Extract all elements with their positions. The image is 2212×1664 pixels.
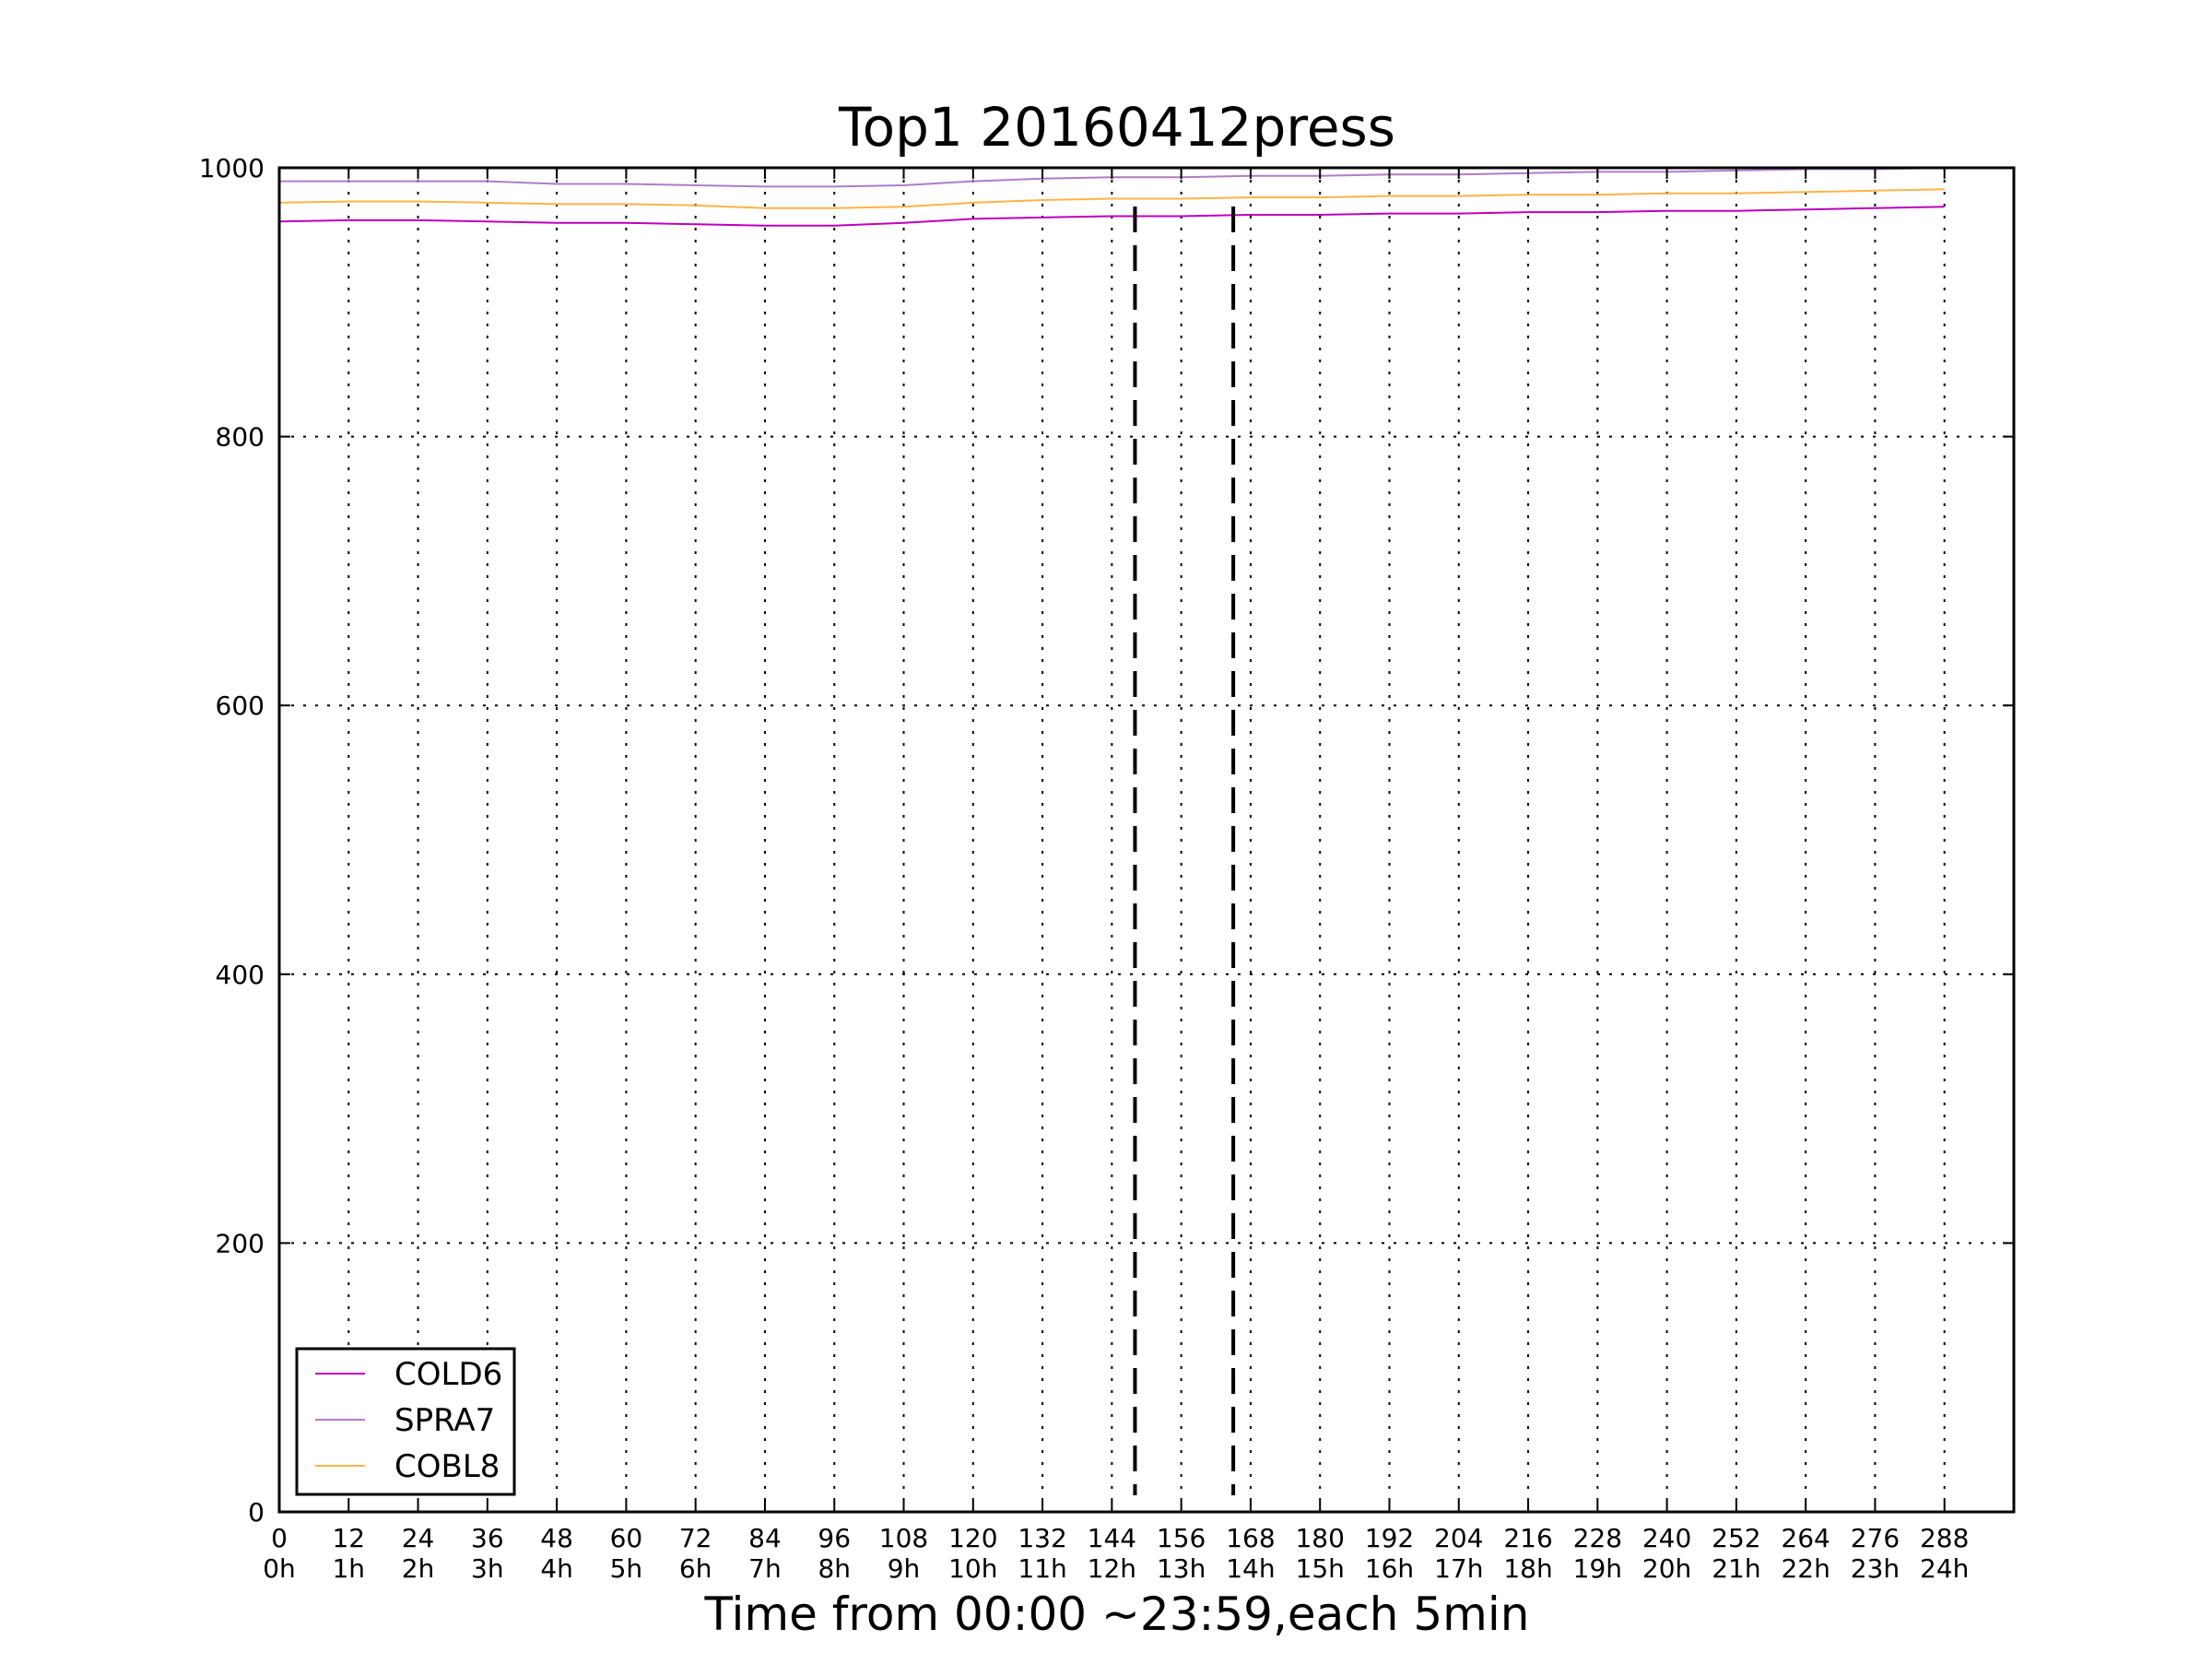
x-tick-label: 192 (1365, 1523, 1414, 1553)
y-tick-label: 1000 (199, 153, 265, 183)
x-tick-label: 132 (1018, 1523, 1066, 1553)
x-axis-label: Time from 00:00 ~23:59,each 5min (704, 1587, 1530, 1641)
x-tick-label-hour: 24h (1920, 1553, 1969, 1584)
x-tick-label-hour: 20h (1642, 1553, 1691, 1584)
x-tick-label: 36 (471, 1523, 504, 1553)
x-tick-label-hour: 5h (610, 1553, 643, 1584)
x-tick-label: 216 (1503, 1523, 1552, 1553)
x-tick-label-hour: 23h (1851, 1553, 1900, 1584)
x-tick-label-hour: 22h (1781, 1553, 1830, 1584)
x-tick-label: 264 (1781, 1523, 1830, 1553)
x-tick-label: 108 (879, 1523, 928, 1553)
x-tick-label: 204 (1434, 1523, 1483, 1553)
x-tick-label: 276 (1851, 1523, 1900, 1553)
x-tick-label: 252 (1712, 1523, 1760, 1553)
x-tick-label: 96 (818, 1523, 851, 1553)
x-tick-label-hour: 8h (818, 1553, 851, 1584)
x-tick-label-hour: 4h (540, 1553, 573, 1584)
plot-frame (277, 166, 2016, 1514)
x-tick-label-hour: 12h (1088, 1553, 1136, 1584)
x-tick-label-hour: 0h (263, 1553, 296, 1584)
axis-ticks: 00h121h242h363h484h605h726h847h968h1089h… (199, 153, 2014, 1584)
x-tick-label-hour: 19h (1573, 1553, 1622, 1584)
x-tick-label-hour: 6h (679, 1553, 712, 1584)
y-tick-label: 200 (216, 1228, 265, 1258)
series-line-cobl8 (278, 188, 1945, 209)
x-tick-label-hour: 11h (1018, 1553, 1066, 1584)
x-tick-label: 168 (1226, 1523, 1275, 1553)
x-tick-label-hour: 3h (471, 1553, 504, 1584)
x-tick-label: 0 (271, 1523, 288, 1553)
x-tick-label-hour: 14h (1226, 1553, 1275, 1584)
x-tick-label-hour: 2h (402, 1553, 435, 1584)
x-tick-label: 288 (1920, 1523, 1969, 1553)
legend-label: SPRA7 (394, 1402, 495, 1439)
series-line-cold6 (278, 206, 1945, 227)
x-tick-label: 48 (540, 1523, 573, 1553)
x-tick-label: 24 (402, 1523, 435, 1553)
legend-label: COLD6 (394, 1356, 502, 1393)
grid (278, 167, 2014, 1513)
x-tick-label: 72 (679, 1523, 712, 1553)
x-tick-label: 144 (1088, 1523, 1136, 1553)
y-tick-label: 400 (216, 960, 265, 990)
x-tick-label-hour: 7h (748, 1553, 782, 1584)
x-tick-label: 60 (610, 1523, 643, 1553)
x-tick-label-hour: 10h (948, 1553, 997, 1584)
x-tick-label-hour: 15h (1296, 1553, 1345, 1584)
x-tick-label-hour: 16h (1365, 1553, 1414, 1584)
x-tick-label: 180 (1295, 1523, 1344, 1553)
x-tick-label: 156 (1157, 1523, 1206, 1553)
x-tick-label: 240 (1642, 1523, 1691, 1553)
x-tick-label-hour: 17h (1434, 1553, 1483, 1584)
y-tick-label: 0 (248, 1497, 265, 1528)
x-tick-label-hour: 18h (1503, 1553, 1552, 1584)
x-tick-label-hour: 21h (1712, 1553, 1760, 1584)
x-tick-label: 228 (1573, 1523, 1622, 1553)
x-tick-label: 12 (332, 1523, 365, 1553)
x-tick-label: 120 (948, 1523, 997, 1553)
y-tick-label: 600 (216, 690, 265, 721)
chart-title: Top1 20160412press (838, 96, 1395, 159)
x-tick-label-hour: 9h (888, 1553, 921, 1584)
x-tick-label-hour: 13h (1157, 1553, 1206, 1584)
legend-label: COBL8 (394, 1448, 500, 1485)
x-tick-label-hour: 1h (332, 1553, 365, 1584)
legend: COLD6 SPRA7 COBL8 (295, 1347, 516, 1496)
x-tick-label: 84 (748, 1523, 782, 1553)
vertical-markers (1133, 207, 1236, 1495)
y-tick-label: 800 (216, 422, 265, 453)
